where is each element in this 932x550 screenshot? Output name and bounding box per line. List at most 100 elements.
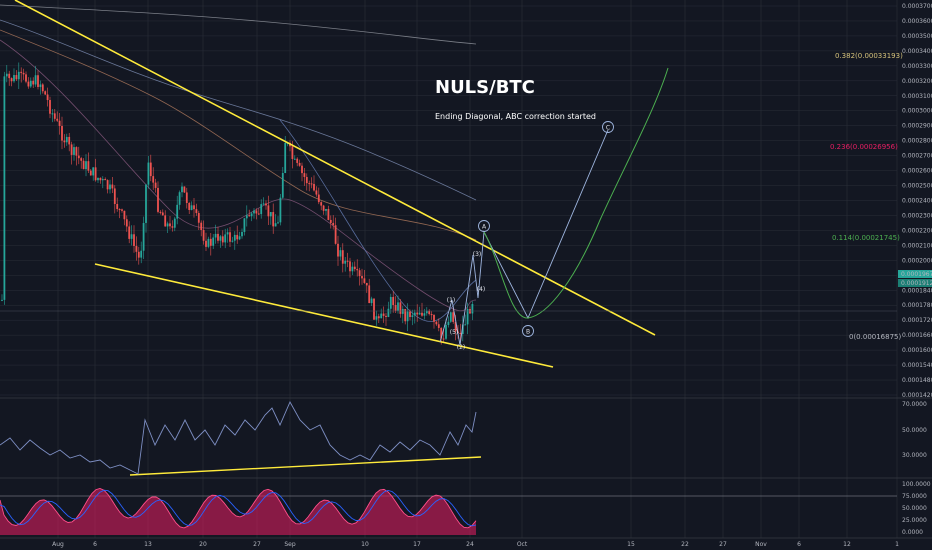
candle-body (358, 270, 361, 277)
candle-body (449, 312, 452, 322)
candle-body (224, 234, 227, 243)
fib-level-label: 0.236(0.00026956) (830, 143, 898, 151)
candle-body (373, 298, 375, 320)
candle-body (29, 80, 32, 87)
candle-body (265, 203, 267, 206)
candle-body (56, 118, 59, 121)
candle-body (159, 211, 162, 213)
candle-body (255, 210, 258, 214)
price-tick-label: 0.00035000 (902, 33, 932, 40)
candle-body (214, 233, 217, 238)
candle-body (272, 212, 275, 227)
candle-body (89, 170, 92, 176)
candle-body (205, 240, 207, 247)
wave-label-b: B (526, 329, 530, 336)
date-tick-label: Aug (52, 541, 64, 548)
price-tick-label: 0.00021000 (902, 242, 932, 249)
candle-body (329, 219, 332, 223)
candle-body (281, 172, 284, 198)
candle-body (10, 78, 13, 82)
wave-label-circle (602, 121, 614, 133)
candle-body (149, 162, 152, 177)
candle-body (461, 324, 464, 335)
candle-body (322, 205, 325, 211)
candle-body (245, 215, 248, 219)
wave-label-3: (3) (473, 251, 482, 258)
wave-label-a: A (482, 224, 487, 231)
candle-body (243, 218, 246, 232)
candle-body (267, 205, 270, 217)
candle-body (3, 76, 6, 300)
candle-body (142, 222, 145, 251)
date-tick-label: Oct (517, 541, 528, 548)
price-tick-label: 0.00031000 (902, 93, 932, 100)
wave-label-2: (2) (457, 344, 466, 351)
ma-line-fast-2 (279, 119, 477, 322)
projection-curve (483, 67, 669, 319)
candle-body (433, 315, 435, 322)
candle-body (397, 302, 399, 311)
candle-body (202, 230, 205, 241)
candle-body (353, 266, 356, 270)
candle-body (73, 147, 75, 155)
candle-body (226, 232, 229, 235)
candle-body (471, 304, 474, 314)
price-tick-label: 0.00034000 (902, 48, 932, 55)
candle-body (53, 113, 56, 119)
rsi-tick-label: 50.0000 (902, 427, 927, 434)
price-tick-label: 0.00025000 (902, 183, 932, 190)
candle-body (87, 161, 90, 171)
stoch-k-line (0, 488, 477, 529)
date-tick-label: 27 (719, 541, 727, 548)
candle-body (344, 260, 347, 264)
candle-body (315, 190, 318, 195)
candle-body (13, 75, 15, 82)
candle-body (197, 213, 200, 223)
candle-body (49, 100, 51, 114)
candle-body (368, 285, 371, 304)
candle-body (365, 282, 368, 286)
candle-body (339, 250, 342, 257)
candle-body (459, 332, 462, 335)
candle-body (262, 203, 265, 205)
wave-label-circle (478, 220, 490, 232)
candle-body (51, 113, 54, 115)
stoch-tick-label: 0.0000 (902, 529, 923, 536)
candle-body (109, 184, 111, 190)
rsi-tick-label: 70.0000 (902, 401, 927, 408)
candle-body (425, 310, 428, 314)
price-tick-label: 0.00037000 (902, 3, 932, 10)
candle-body (375, 316, 378, 320)
candle-body (385, 315, 387, 318)
candle-body (428, 310, 431, 315)
price-tick-label: 0.00017200 (902, 317, 932, 324)
candle-body (190, 205, 193, 211)
candle-body (310, 183, 313, 185)
price-tick-label: 0.00022000 (902, 227, 932, 234)
candle-body (303, 173, 306, 177)
candle-body (418, 312, 421, 315)
candle-body (154, 182, 157, 188)
candle-body (1, 299, 3, 301)
wave-label-circle (522, 325, 534, 337)
candle-body (406, 311, 409, 322)
date-tick-label: Nov (755, 541, 767, 548)
candle-body (183, 186, 186, 193)
price-tick-label: 0.00026000 (902, 168, 932, 175)
candle-body (185, 192, 188, 203)
rsi-trendline (129, 456, 482, 476)
candle-body (430, 314, 433, 316)
date-tick-label: 15 (627, 541, 635, 548)
candle-body (133, 234, 135, 246)
candle-body (41, 84, 44, 92)
candle-body (442, 338, 445, 340)
candle-body (80, 158, 83, 161)
candle-body (164, 215, 167, 227)
candle-body (445, 325, 447, 339)
candle-body (387, 308, 390, 318)
wave-label-1: (1) (447, 297, 456, 304)
candle-body (464, 324, 467, 326)
candle-body (135, 245, 138, 252)
candle-body (325, 208, 327, 211)
